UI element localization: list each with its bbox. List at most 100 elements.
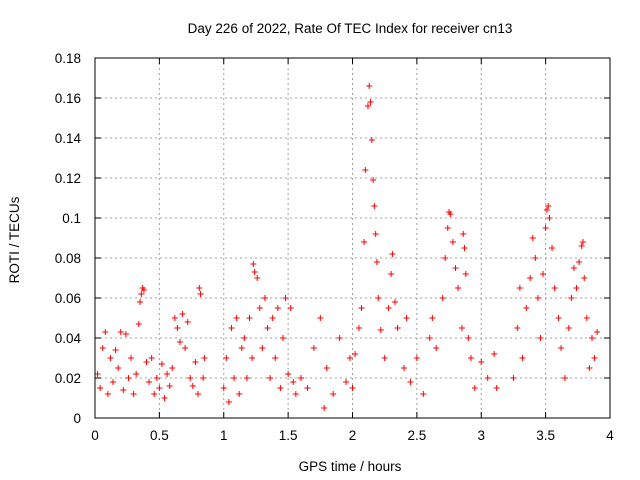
data-point <box>433 345 440 351</box>
data-point <box>256 305 263 311</box>
y-tick-label: 0.04 <box>55 331 82 346</box>
data-point <box>467 355 474 361</box>
data-point <box>407 379 414 385</box>
data-point <box>527 275 534 281</box>
data-point <box>274 305 281 311</box>
data-point <box>429 315 436 321</box>
data-point <box>225 399 232 405</box>
data-point <box>368 137 375 143</box>
data-point <box>377 327 384 333</box>
data-point <box>133 371 140 377</box>
data-point <box>581 275 588 281</box>
data-point <box>532 255 539 261</box>
data-point <box>336 335 343 341</box>
data-point <box>161 395 168 401</box>
data-point <box>176 339 183 345</box>
data-point <box>510 375 517 381</box>
x-tick-label: 3.5 <box>536 428 555 443</box>
data-point <box>519 355 526 361</box>
data-point <box>439 295 446 301</box>
data-point <box>542 225 549 231</box>
data-point <box>361 239 368 245</box>
x-axis-label: GPS time / hours <box>299 459 402 474</box>
data-point <box>389 251 396 257</box>
data-point <box>426 335 433 341</box>
data-point <box>349 385 356 391</box>
data-point <box>130 391 137 397</box>
data-point <box>135 321 142 327</box>
data-point <box>358 305 365 311</box>
data-point <box>588 335 595 341</box>
data-point <box>259 345 266 351</box>
data-point <box>182 345 189 351</box>
x-tick-label: 2 <box>349 428 357 443</box>
data-point <box>304 385 311 391</box>
data-point <box>143 359 150 365</box>
data-point <box>184 319 191 325</box>
data-point <box>447 211 454 217</box>
data-point <box>516 285 523 291</box>
data-point <box>171 315 178 321</box>
grid <box>95 58 610 418</box>
data-point <box>346 355 353 361</box>
data-point <box>385 305 392 311</box>
data-point <box>169 365 176 371</box>
data-point <box>233 315 240 321</box>
data-point <box>282 295 289 301</box>
data-point <box>561 375 568 381</box>
data-point <box>586 365 593 371</box>
x-tick-label: 0.5 <box>150 428 169 443</box>
data-point <box>115 365 122 371</box>
data-point <box>573 285 580 291</box>
data-point <box>484 375 491 381</box>
data-point <box>330 391 337 397</box>
y-tick-label: 0.1 <box>62 211 81 226</box>
data-point <box>243 375 250 381</box>
data-point <box>107 355 114 361</box>
data-point <box>529 235 536 241</box>
data-point <box>442 255 449 261</box>
data-point <box>366 83 373 89</box>
data-point <box>140 287 147 293</box>
data-point <box>231 375 238 381</box>
data-point <box>551 285 558 291</box>
data-point <box>413 355 420 361</box>
data-point <box>362 167 369 173</box>
data-point <box>220 385 227 391</box>
data-point <box>565 325 572 331</box>
data-point <box>403 315 410 321</box>
data-point <box>125 375 132 381</box>
data-point <box>594 329 601 335</box>
data-point <box>238 345 245 351</box>
data-point <box>568 295 575 301</box>
axis-ticks: 0 0.5 1 1.5 2 2.5 3 3.5 4 0 0.02 0.04 0.06 0.08 0.1 0.1… <box>55 51 615 443</box>
data-point <box>197 291 204 297</box>
x-tick-label: 3 <box>477 428 485 443</box>
data-point <box>458 325 465 331</box>
data-point <box>452 265 459 271</box>
data-point <box>372 231 379 237</box>
data-point <box>461 245 468 251</box>
data-point <box>540 271 547 277</box>
data-point <box>373 259 380 265</box>
data-point <box>269 315 276 321</box>
data-point <box>310 345 317 351</box>
data-point <box>146 379 153 385</box>
data-point <box>317 315 324 321</box>
data-point <box>189 383 196 389</box>
data-point <box>545 203 552 209</box>
data-point <box>388 271 395 277</box>
data-point <box>401 365 407 371</box>
data-point <box>104 391 111 397</box>
data-point <box>272 355 279 361</box>
y-axis-label: ROTI / TECUs <box>7 196 22 283</box>
data-point <box>444 225 451 231</box>
data-point <box>99 345 106 351</box>
data-point <box>381 355 388 361</box>
x-tick-label: 1 <box>220 428 228 443</box>
data-point <box>370 177 377 183</box>
y-tick-label: 0 <box>73 411 81 426</box>
data-point <box>478 359 485 365</box>
x-tick-label: 1.5 <box>279 428 298 443</box>
data-point <box>249 355 256 361</box>
